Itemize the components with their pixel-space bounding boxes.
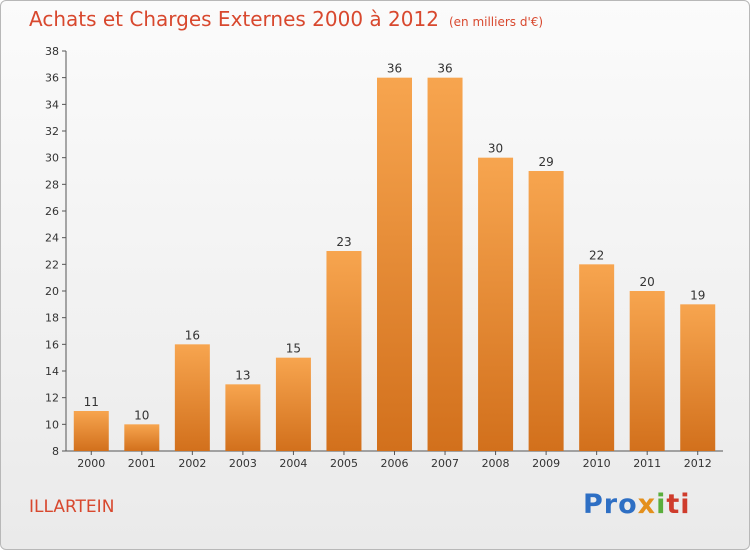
x-tick-label: 2008 — [482, 457, 510, 470]
y-tick-label: 16 — [45, 338, 59, 351]
bar — [174, 344, 210, 451]
data-label: 10 — [134, 408, 149, 422]
x-tick-label: 2004 — [279, 457, 307, 470]
data-label: 29 — [538, 155, 553, 169]
x-tick-label: 2005 — [330, 457, 358, 470]
chart-title-unit: (en milliers d'€) — [448, 15, 544, 29]
y-tick-label: 24 — [45, 232, 59, 245]
data-label: 11 — [84, 395, 99, 409]
data-label: 23 — [336, 235, 351, 249]
x-tick-label: 2001 — [128, 457, 156, 470]
data-label: 19 — [690, 288, 705, 302]
y-tick-label: 32 — [45, 125, 59, 138]
x-tick-label: 2011 — [633, 457, 661, 470]
y-tick-label: 8 — [52, 445, 59, 458]
x-tick-label: 2002 — [178, 457, 206, 470]
y-tick-label: 22 — [45, 258, 59, 271]
x-tick-label: 2010 — [583, 457, 611, 470]
data-label: 13 — [235, 368, 250, 382]
chart-title-main: Achats et Charges Externes 2000 à 2012 — [29, 7, 439, 31]
y-tick-label: 38 — [45, 45, 59, 58]
data-label: 16 — [185, 328, 200, 342]
bar — [528, 171, 564, 451]
chart-title: Achats et Charges Externes 2000 à 2012 (e… — [29, 7, 543, 31]
bar — [427, 77, 463, 452]
x-tick-label: 2006 — [381, 457, 409, 470]
x-tick-label: 2003 — [229, 457, 257, 470]
y-tick-label: 12 — [45, 392, 59, 405]
bar — [629, 291, 665, 451]
data-label: 22 — [589, 248, 604, 262]
bar — [124, 424, 160, 451]
data-label: 30 — [488, 142, 503, 156]
y-tick-label: 28 — [45, 178, 59, 191]
data-label: 36 — [387, 62, 402, 76]
y-tick-label: 18 — [45, 312, 59, 325]
y-tick-label: 10 — [45, 418, 59, 431]
y-tick-label: 20 — [45, 285, 59, 298]
x-tick-label: 2012 — [684, 457, 712, 470]
bar — [478, 157, 514, 451]
proxiti-logo: Proxiti — [583, 489, 691, 520]
y-tick-label: 26 — [45, 205, 59, 218]
y-tick-label: 36 — [45, 72, 59, 85]
x-tick-label: 2009 — [532, 457, 560, 470]
bar — [579, 264, 615, 451]
data-label: 15 — [286, 342, 301, 356]
y-tick-label: 14 — [45, 365, 59, 378]
data-label: 36 — [437, 62, 452, 76]
bar — [275, 357, 311, 451]
bar — [377, 77, 412, 452]
bar — [680, 304, 716, 451]
x-tick-label: 2007 — [431, 457, 459, 470]
location-name: ILLARTEIN — [29, 497, 115, 517]
bar — [225, 384, 261, 451]
bar — [73, 411, 109, 451]
y-tick-label: 34 — [45, 98, 59, 111]
data-label: 20 — [640, 275, 655, 289]
y-tick-label: 30 — [45, 152, 59, 165]
x-tick-label: 2000 — [77, 457, 105, 470]
bar — [326, 251, 362, 451]
